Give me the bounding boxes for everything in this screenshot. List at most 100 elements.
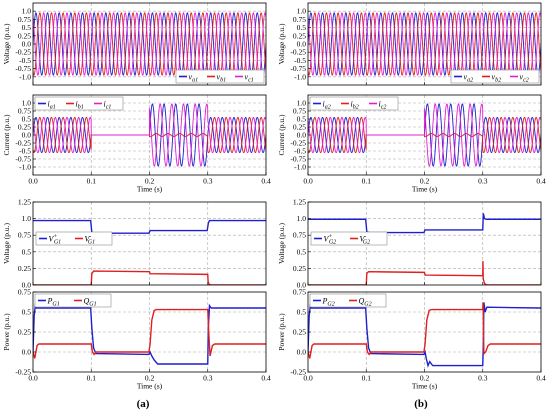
tick-label-y: 1.0 [22,214,32,223]
tick-label-y: 0.75 [18,288,31,297]
tick-label-y: -0.5 [294,56,306,65]
tick-label-y: 0.25 [293,328,306,337]
tick-label-y: -0.25 [290,368,306,377]
legend-entry: va1 [189,72,199,83]
panel-label-b: (b) [414,398,428,410]
tick-label-y: 0.25 [18,328,31,337]
series-line-v-c2 [308,12,541,76]
legend: va2 vb2 vc2 [450,69,540,84]
series-line-v-g1 [33,219,266,234]
legend-entry: vc1 [245,72,254,83]
axis-label-y: Voltage (p.u.) [277,23,286,64]
legend-entry: ia1 [48,99,56,110]
series-line-q-g1 [33,308,266,359]
tick-label-y: -0.25 [15,139,31,148]
legend-entry: V-G2 [360,234,371,246]
tick-label-y: -0.25 [15,48,31,57]
legend-box [310,231,388,246]
series-line-v-c1 [33,12,266,76]
chart-a-current: -1.0-0.75-0.5-0.250.00.250.50.751.00.0 0.… [2,94,271,194]
tick-label-x: 0.0 [28,374,38,383]
panel-label-a: (a) [137,398,150,410]
legend: V+ G2 V-G2 [310,231,388,246]
axis-label-x: Time (s) [137,185,163,194]
series-line-i-b1 [33,116,266,154]
tick-label-y: 0.0 [22,40,32,49]
tick-label-y: 0.75 [18,15,31,24]
tick-label-y: 0.5 [297,247,307,256]
legend-entry: QG1 [84,296,97,307]
tick-label-y: -0.25 [15,368,31,377]
tick-label-y: 0.75 [293,107,306,116]
tick-label-y: -1.0 [19,72,31,81]
tick-label-y: 0.25 [293,123,306,132]
axis-label-y: Power (p.u.) [277,313,286,351]
tick-label-y: 0.5 [297,115,307,124]
tick-label-x: 0.1 [87,374,97,383]
tick-label-y: -1.0 [294,72,306,81]
legend-entry: ib2 [351,99,359,110]
tick-label-y: 0.0 [22,131,32,140]
chart-a-power: -0.250.00.250.50.750.0 0.1 0.2 0.3 0.4Power … [2,288,271,391]
series-line-v-g1 [33,270,266,285]
tick-label-y: 0.0 [22,281,32,290]
legend-box [34,293,112,308]
tick-label-y: 0.25 [293,264,306,273]
tick-label-y: -1.0 [19,163,31,172]
tick-label-y: 1.25 [18,198,31,207]
tick-label-y: 0.25 [293,31,306,40]
tick-label-x: 0.1 [362,177,372,186]
tick-label-y: -1.0 [294,163,306,172]
tick-label-x: 0.2 [145,374,155,383]
series-group [308,213,541,285]
tick-label-x: 0.3 [203,177,213,186]
legend-box [309,293,387,308]
series-group [308,302,541,368]
tick-label-y: 1.0 [297,99,307,108]
tick-label-x: 0.0 [303,177,313,186]
axis-label-y: Voltage (p.u.) [2,23,11,64]
series-group [33,303,266,365]
tick-label-y: -0.75 [290,64,306,73]
tick-label-y: -0.5 [294,147,306,156]
legend: PG1 QG1 [34,293,112,308]
tick-label-x: 0.4 [536,177,546,186]
axis-label-y: Current (p.u.) [2,114,11,156]
tick-label-y: 0.75 [293,288,306,297]
series-group [33,103,266,167]
tick-label-y: 0.75 [18,231,31,240]
tick-label-x: 0.3 [478,374,488,383]
tick-label-x: 0.1 [362,374,372,383]
tick-label-y: 1.25 [293,198,306,207]
legend-entry: QG2 [359,296,372,307]
series-group [33,219,266,285]
tick-label-x: 0.4 [536,374,546,383]
legend: PG2 QG2 [309,293,387,308]
series-line-v-g2 [308,213,541,234]
axis-label-y: Current (p.u.) [277,114,286,156]
tick-label-y: -0.25 [290,48,306,57]
axis-label-x: Time (s) [412,185,438,194]
legend: ia1 ib1 ic1 [34,96,124,111]
tick-label-y: 0.5 [22,23,32,32]
tick-label-y: 0.0 [22,348,32,357]
chart-b-current: -1.0-0.75-0.5-0.250.00.250.50.751.00.0 0.… [277,94,546,194]
tick-label-y: 0.5 [22,247,32,256]
tick-label-x: 0.3 [203,374,213,383]
tick-label-x: 0.4 [261,374,271,383]
tick-label-y: -0.5 [19,147,31,156]
series-line-v-b1 [33,12,266,76]
tick-label-y: 0.25 [18,264,31,273]
tick-label-y: 0.25 [18,31,31,40]
legend-entry: vb1 [217,72,227,83]
series-line-v-b2 [308,12,541,76]
tick-label-y: 0.5 [297,308,307,317]
tick-label-y: 1.0 [22,7,32,16]
legend-box [34,96,124,111]
tick-label-y: 0.0 [297,40,307,49]
chart-b-voltage: -1.0-0.75-0.5-0.250.00.250.50.751.0 Volta… [277,2,542,86]
legend-box [35,231,113,246]
